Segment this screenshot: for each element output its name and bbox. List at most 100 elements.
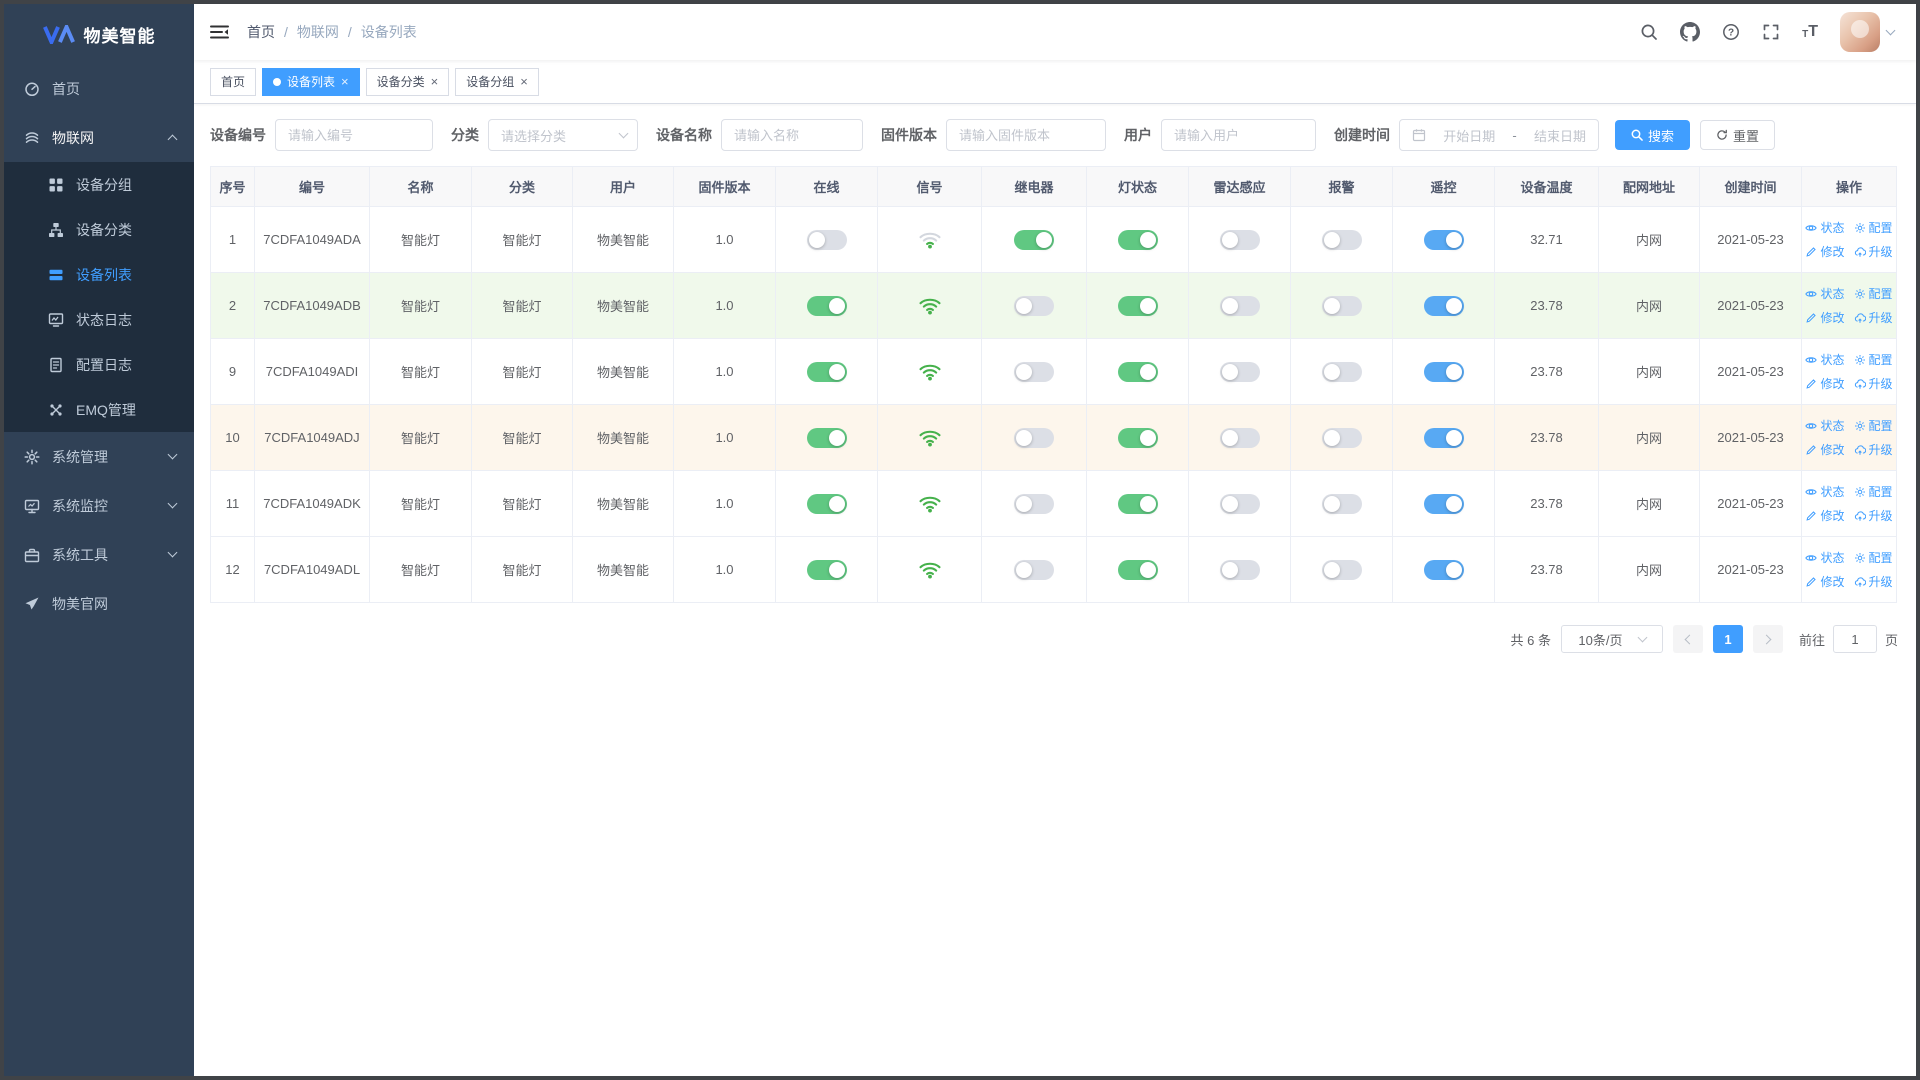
upgrade-link[interactable]: 升级 <box>1854 441 1893 458</box>
remote-switch[interactable] <box>1423 295 1464 316</box>
close-icon[interactable]: × <box>430 74 439 89</box>
alarm-switch[interactable] <box>1321 427 1362 448</box>
alarm-switch[interactable] <box>1321 361 1362 382</box>
sidebar-item-system-management[interactable]: 系统管理 <box>4 432 194 481</box>
alarm-switch[interactable] <box>1321 295 1362 316</box>
radar-switch[interactable] <box>1219 229 1260 250</box>
tab-device-categories[interactable]: 设备分类 × <box>365 67 450 96</box>
upgrade-link[interactable]: 升级 <box>1854 309 1893 326</box>
prev-page-button[interactable] <box>1672 625 1703 653</box>
sidebar-item-device-categories[interactable]: 设备分类 <box>4 207 194 252</box>
user-menu[interactable] <box>1840 12 1896 52</box>
remote-switch[interactable] <box>1423 229 1464 250</box>
breadcrumb-home[interactable]: 首页 <box>247 24 275 40</box>
upgrade-link[interactable]: 升级 <box>1854 507 1893 524</box>
relay-switch[interactable] <box>1014 559 1054 580</box>
sidebar-item-emq-management[interactable]: EMQ管理 <box>4 387 194 432</box>
config-link[interactable]: 配置 <box>1854 483 1893 500</box>
light-switch[interactable] <box>1117 229 1158 250</box>
config-link[interactable]: 配置 <box>1854 351 1893 368</box>
upgrade-link[interactable]: 升级 <box>1854 243 1893 260</box>
relay-switch[interactable] <box>1014 493 1054 514</box>
status-link[interactable]: 状态 <box>1805 549 1845 566</box>
sidebar-item-device-groups[interactable]: 设备分组 <box>4 162 194 207</box>
next-page-button[interactable] <box>1752 625 1783 653</box>
online-switch[interactable] <box>806 295 847 316</box>
online-switch[interactable] <box>806 229 847 250</box>
tab-device-groups[interactable]: 设备分组 × <box>455 67 539 96</box>
help-icon[interactable]: ? <box>1722 23 1740 41</box>
remote-switch[interactable] <box>1423 493 1464 514</box>
sidebar-item-iot[interactable]: 物联网 <box>4 113 194 162</box>
upgrade-link[interactable]: 升级 <box>1854 573 1893 590</box>
relay-switch[interactable] <box>1014 229 1054 250</box>
alarm-switch[interactable] <box>1321 559 1362 580</box>
reset-button[interactable]: 重置 <box>1700 120 1776 150</box>
radar-switch[interactable] <box>1219 427 1260 448</box>
upgrade-link[interactable]: 升级 <box>1854 375 1893 392</box>
edit-link[interactable]: 修改 <box>1805 441 1845 458</box>
sidebar-item-system-tools[interactable]: 系统工具 <box>4 530 194 579</box>
status-link[interactable]: 状态 <box>1805 285 1845 302</box>
close-icon[interactable]: × <box>341 74 349 89</box>
online-switch[interactable] <box>806 559 847 580</box>
page-size-select[interactable]: 10条/页 <box>1560 625 1663 653</box>
online-switch[interactable] <box>806 493 847 514</box>
online-switch[interactable] <box>806 427 847 448</box>
radar-switch[interactable] <box>1219 493 1260 514</box>
status-link[interactable]: 状态 <box>1805 417 1845 434</box>
device-name-input[interactable] <box>721 119 863 151</box>
light-switch[interactable] <box>1117 559 1158 580</box>
edit-link[interactable]: 修改 <box>1805 507 1845 524</box>
remote-switch[interactable] <box>1423 559 1464 580</box>
config-link[interactable]: 配置 <box>1854 285 1893 302</box>
tab-home[interactable]: 首页 <box>210 67 257 96</box>
edit-link[interactable]: 修改 <box>1805 243 1845 260</box>
config-link[interactable]: 配置 <box>1854 219 1893 236</box>
config-link[interactable]: 配置 <box>1854 417 1893 434</box>
status-link[interactable]: 状态 <box>1805 351 1845 368</box>
light-switch[interactable] <box>1117 361 1158 382</box>
status-link[interactable]: 状态 <box>1805 219 1845 236</box>
goto-page-input[interactable] <box>1832 625 1877 653</box>
radar-switch[interactable] <box>1219 559 1260 580</box>
radar-switch[interactable] <box>1219 361 1260 382</box>
tab-device-list[interactable]: 设备列表 × <box>262 67 360 96</box>
date-range-picker[interactable]: 开始日期 - 结束日期 <box>1399 119 1599 151</box>
online-switch[interactable] <box>806 361 847 382</box>
current-page-button[interactable]: 1 <box>1712 625 1743 653</box>
close-icon[interactable]: × <box>520 74 528 89</box>
sidebar-item-config-logs[interactable]: 配置日志 <box>4 342 194 387</box>
relay-switch[interactable] <box>1014 361 1054 382</box>
app-logo[interactable]: 物美智能 <box>4 4 194 64</box>
fullscreen-icon[interactable] <box>1762 23 1780 41</box>
search-button[interactable]: 搜索 <box>1615 120 1691 150</box>
github-icon[interactable] <box>1680 22 1701 42</box>
edit-link[interactable]: 修改 <box>1805 573 1845 590</box>
sidebar-item-device-list[interactable]: 设备列表 <box>4 252 194 297</box>
remote-switch[interactable] <box>1423 361 1464 382</box>
search-icon[interactable] <box>1640 23 1658 41</box>
remote-switch[interactable] <box>1423 427 1464 448</box>
radar-switch[interactable] <box>1219 295 1260 316</box>
light-switch[interactable] <box>1117 427 1158 448</box>
sidebar-item-home[interactable]: 首页 <box>4 64 194 113</box>
avatar[interactable] <box>1840 12 1880 52</box>
sidebar-item-system-monitor[interactable]: 系统监控 <box>4 481 194 530</box>
light-switch[interactable] <box>1117 295 1158 316</box>
sidebar-item-status-logs[interactable]: 状态日志 <box>4 297 194 342</box>
config-link[interactable]: 配置 <box>1854 549 1893 566</box>
sidebar-collapse-icon[interactable] <box>210 24 229 40</box>
relay-switch[interactable] <box>1014 427 1054 448</box>
status-link[interactable]: 状态 <box>1805 483 1845 500</box>
alarm-switch[interactable] <box>1321 229 1362 250</box>
sidebar-item-official-site[interactable]: 物美官网 <box>4 579 194 628</box>
category-select[interactable]: 请选择分类 <box>488 119 638 151</box>
light-switch[interactable] <box>1117 493 1158 514</box>
edit-link[interactable]: 修改 <box>1805 375 1845 392</box>
relay-switch[interactable] <box>1014 295 1054 316</box>
user-input[interactable] <box>1161 119 1316 151</box>
edit-link[interactable]: 修改 <box>1805 309 1845 326</box>
alarm-switch[interactable] <box>1321 493 1362 514</box>
